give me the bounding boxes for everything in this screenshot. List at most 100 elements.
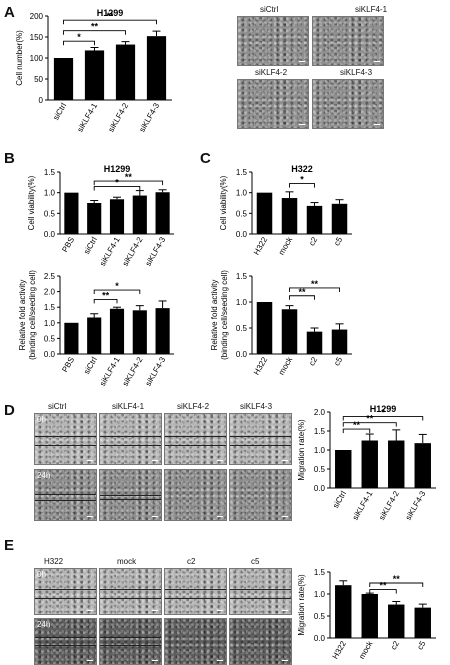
y-tick-label: 0.5 xyxy=(314,465,326,474)
y-tick-label: 0.5 xyxy=(314,612,326,621)
micrograph-label: siKLF4-1 xyxy=(112,402,145,411)
significance-bracket xyxy=(342,422,397,427)
y-axis-label: Cell viability(%) xyxy=(219,175,228,230)
x-tick-label: siKLF4-2 xyxy=(106,101,130,134)
y-tick-label: 0.0 xyxy=(314,634,326,643)
significance-label: * xyxy=(115,281,119,291)
significance-bracket xyxy=(289,183,315,188)
y-axis-label-line: Relative fold activity xyxy=(18,280,27,351)
micrograph-label: siKLF4-1 xyxy=(355,5,388,14)
y-tick-label: 1.5 xyxy=(44,303,56,312)
chart-a: H1299 0 50 100 150 200 Cell number(%) siCtrl siK… xyxy=(15,8,172,134)
micrograph-label: siKLF4-2 xyxy=(177,402,210,411)
scratch-image xyxy=(99,469,162,521)
micrograph-label: c5 xyxy=(251,557,260,566)
y-tick-label: 1.5 xyxy=(44,168,56,177)
significance-label: * xyxy=(115,177,119,187)
significance-label: * xyxy=(300,175,304,185)
x-tick-label: siKLF4-2 xyxy=(377,489,401,522)
x-tick-label: siKLF4-2 xyxy=(121,355,145,388)
y-tick-label: 1.5 xyxy=(314,568,326,577)
y-tick-label: 0.5 xyxy=(44,209,56,218)
x-tick-label: siKLF4-3 xyxy=(144,235,168,268)
x-tick-label: c2 xyxy=(307,355,319,367)
significance-bracket xyxy=(63,19,157,25)
x-tick-label: siCtrl xyxy=(82,355,99,375)
bar xyxy=(281,198,298,234)
x-tick-label: siKLF4-1 xyxy=(75,101,99,134)
bar xyxy=(388,604,405,638)
y-axis-label: Cell viability(%) xyxy=(27,175,36,230)
y-tick-label: 1.0 xyxy=(44,189,56,198)
bar xyxy=(414,607,431,638)
significance-bracket xyxy=(93,289,141,295)
panel-letter-d: D xyxy=(4,402,15,419)
x-tick-label: mock xyxy=(277,235,295,257)
y-tick-label: 0.0 xyxy=(314,484,326,493)
panel-letter-e: E xyxy=(4,537,15,554)
micrograph-label: siCtrl xyxy=(260,5,279,14)
micrograph-image xyxy=(237,16,309,66)
x-tick-label: c5 xyxy=(332,355,344,367)
micrograph-label: c2 xyxy=(187,557,196,566)
bar xyxy=(388,440,405,488)
y-tick-label: 50 xyxy=(34,75,43,84)
significance-label: ** xyxy=(125,172,133,182)
y-axis-label-line: Cell viability(%) xyxy=(219,175,228,230)
bar xyxy=(87,203,102,234)
bar xyxy=(109,308,125,354)
y-tick-label: 0.0 xyxy=(44,350,56,359)
bar xyxy=(53,58,74,100)
x-tick-label: PBS xyxy=(60,236,76,254)
y-tick-label: 1.5 xyxy=(314,427,326,436)
y-axis-label-line: Relative fold activity xyxy=(210,280,219,351)
significance-label: ** xyxy=(366,414,374,424)
significance-label: ** xyxy=(353,420,361,430)
x-tick-label: mock xyxy=(357,639,375,661)
y-tick-label: 0.5 xyxy=(236,324,248,333)
scratch-image xyxy=(229,469,292,521)
chart-b2: 0.0 0.5 1.0 1.5 2.0 2.5 Relative fold activity… xyxy=(18,270,174,388)
chart-title: H322 xyxy=(291,164,313,174)
panel-letter-a: A xyxy=(4,4,15,21)
y-axis-label-line: (binding cell/seeding cell) xyxy=(28,270,37,360)
x-tick-label: siKLF4-2 xyxy=(121,235,145,268)
y-axis-label-line: Migration rate(%) xyxy=(297,419,306,481)
y-tick-label: 200 xyxy=(30,12,44,21)
y-tick-label: 150 xyxy=(30,33,44,42)
scratch-image xyxy=(229,568,292,615)
y-tick-label: 0.0 xyxy=(44,230,56,239)
significance-bracket xyxy=(63,40,95,46)
significance-bracket xyxy=(342,416,424,421)
significance-bracket xyxy=(93,180,164,186)
significance-label: ** xyxy=(393,574,401,584)
bar xyxy=(256,302,273,354)
scratch-image xyxy=(164,618,227,665)
y-tick-label: 1.0 xyxy=(314,446,326,455)
x-tick-label: siCtrl xyxy=(51,101,68,121)
significance-label: ** xyxy=(106,11,114,21)
y-tick-label: 0.0 xyxy=(236,350,248,359)
y-axis-label-line: (binding cell/seeding cell) xyxy=(220,270,229,360)
significance-label: * xyxy=(381,408,385,418)
x-tick-label: c2 xyxy=(389,639,401,651)
y-axis-label: Migration rate(%) xyxy=(297,419,306,481)
x-tick-label: c2 xyxy=(307,235,319,247)
y-axis-label: Relative fold activity(binding cell/seed… xyxy=(18,270,37,360)
bar xyxy=(335,585,352,638)
y-axis-label: Cell number(%) xyxy=(15,30,24,86)
bar xyxy=(87,317,102,354)
significance-label: ** xyxy=(311,279,319,289)
scratch-image xyxy=(34,469,97,521)
bar xyxy=(331,329,348,354)
bar xyxy=(331,203,348,234)
y-axis-label-line: Cell viability(%) xyxy=(27,175,36,230)
micrograph-label: mock xyxy=(117,557,137,566)
significance-bracket xyxy=(369,582,424,587)
bar xyxy=(132,195,147,234)
micrograph-label: siCtrl xyxy=(48,402,67,411)
bar xyxy=(306,205,323,234)
x-tick-label: PBS xyxy=(60,356,76,374)
x-tick-label: H322 xyxy=(252,355,270,377)
significance-bracket xyxy=(289,295,315,300)
